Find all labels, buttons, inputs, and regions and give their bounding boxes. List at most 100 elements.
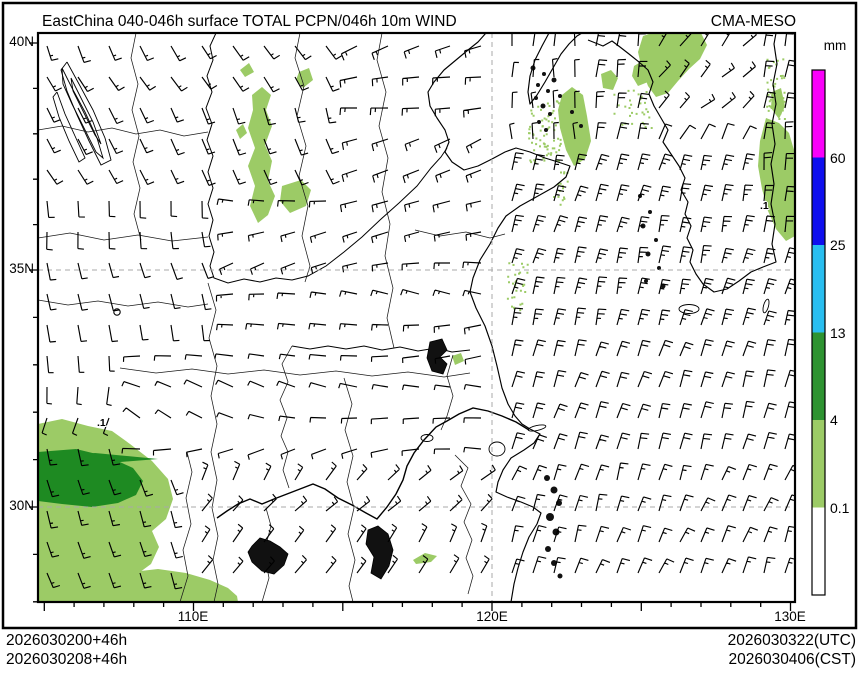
page-title: EastChina 040-046h surface TOTAL PCPN/04… [42, 13, 457, 30]
precip-light-area [236, 124, 247, 139]
colorbar-segment [812, 507, 825, 595]
terrain-lines [60, 61, 112, 166]
province-boundary [38, 232, 209, 242]
island-dot [542, 72, 546, 76]
precip-light-area [248, 87, 275, 223]
colorbar-tick-13: 13 [830, 325, 846, 341]
model-name: CMA-MESO [710, 13, 796, 30]
lat-label-30n: 30N [9, 498, 34, 513]
province-boundary [414, 229, 506, 239]
precip-dark-area [38, 449, 143, 507]
province-boundary [38, 125, 209, 137]
precip-light-area [558, 87, 591, 166]
precip-light-area [240, 63, 254, 77]
island-dot [550, 486, 558, 494]
lon-label-110e: 110E [177, 609, 209, 624]
map-inner [38, 33, 795, 602]
province-boundary [440, 354, 454, 431]
precip-speckles [613, 89, 653, 129]
footer-valid-utc: 2026030322(UTC) [727, 632, 856, 649]
colorbar-segment [812, 332, 825, 420]
province-boundary [38, 299, 209, 308]
precip-light-area [758, 118, 795, 241]
contour-label-0p1-east: .1 [760, 200, 769, 212]
island-dot [546, 513, 554, 521]
wind-barbs [41, 33, 795, 590]
lake-outline [527, 424, 547, 432]
terrain-lines [70, 77, 102, 145]
island-dot [545, 546, 551, 552]
colorbar-tick-60: 60 [830, 150, 846, 166]
colorbar-outline [811, 69, 826, 596]
island-dot [544, 475, 550, 481]
province-boundary [294, 33, 311, 283]
lake-shape [426, 338, 448, 375]
lake-outline [678, 304, 700, 314]
precip-speckles [553, 171, 569, 206]
outer-border [1, 1, 858, 630]
coastline [587, 33, 778, 293]
precip-light-area [98, 569, 238, 602]
island-dot [557, 573, 563, 579]
contour-label-0p1-west: .1 [97, 417, 106, 429]
colorbar-segment [812, 245, 825, 333]
precip-speckles [528, 100, 562, 164]
island-dot [548, 112, 552, 116]
calm-wind-circle [113, 308, 121, 316]
island-dot [644, 279, 648, 283]
island-dot [579, 124, 583, 128]
province-boundary [179, 451, 193, 602]
footer-init-utc: 2026030200+46h [6, 632, 128, 649]
colorbar-segment [812, 420, 825, 508]
province-boundary [454, 454, 474, 595]
island-dot [558, 94, 562, 98]
precip-dark-area [38, 453, 158, 464]
lon-label-120e: 120E [476, 609, 508, 624]
precip-light-area [632, 60, 652, 86]
river-line [205, 33, 448, 284]
lake-shape [365, 525, 394, 580]
island-dot [537, 120, 541, 124]
province-boundary [376, 33, 395, 349]
island-dot [657, 266, 661, 270]
island-dot [540, 103, 546, 109]
precip-light-area [601, 70, 618, 90]
island-dot [536, 83, 540, 87]
precip-light-area [638, 33, 707, 97]
precip-light-area [413, 553, 437, 564]
province-boundary [130, 33, 142, 241]
axis-ticks [29, 42, 792, 611]
colorbar-tick-0p1: 0.1 [830, 500, 850, 516]
precip-light-area [280, 180, 311, 213]
colorbar-tick-4: 4 [830, 412, 838, 428]
lake-outline [762, 298, 770, 314]
colorbar-unit: mm [823, 38, 847, 53]
coastline [427, 33, 571, 602]
province-boundary [207, 282, 219, 602]
lat-label-35n: 35N [9, 261, 34, 276]
island-dot [645, 251, 651, 257]
precip-light-area [296, 68, 313, 88]
lon-label-130e: 130E [774, 609, 806, 624]
island-dot [570, 110, 574, 114]
precip-light-area [452, 353, 464, 365]
island-dot [544, 128, 548, 132]
lat-label-40n: 40N [9, 34, 34, 49]
terrain-lines [61, 67, 104, 160]
lake-outline [488, 441, 506, 457]
province-boundary [343, 377, 356, 602]
province-boundary [119, 367, 471, 378]
colorbar-segment [812, 70, 825, 158]
province-boundary [279, 345, 293, 489]
river-line [216, 407, 530, 520]
colorbar-segment [812, 157, 825, 245]
footer-valid-cst: 2026030406(CST) [728, 651, 856, 668]
island-dot [551, 77, 557, 83]
colorbar-tick-25: 25 [830, 237, 846, 253]
terrain-lines [52, 91, 86, 163]
footer-init-cst: 2026030208+46h [6, 651, 128, 668]
lake-outline [420, 434, 434, 442]
island-dot [534, 96, 538, 100]
